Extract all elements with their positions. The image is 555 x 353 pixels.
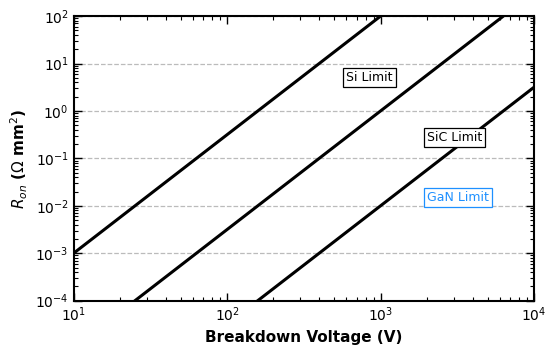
Text: SiC Limit: SiC Limit [427, 131, 482, 144]
Text: Si Limit: Si Limit [346, 71, 393, 84]
Y-axis label: $R_{on}$ ($\Omega$ mm$^2$): $R_{on}$ ($\Omega$ mm$^2$) [8, 108, 30, 209]
X-axis label: Breakdown Voltage (V): Breakdown Voltage (V) [205, 330, 402, 345]
Text: GaN Limit: GaN Limit [427, 191, 488, 204]
